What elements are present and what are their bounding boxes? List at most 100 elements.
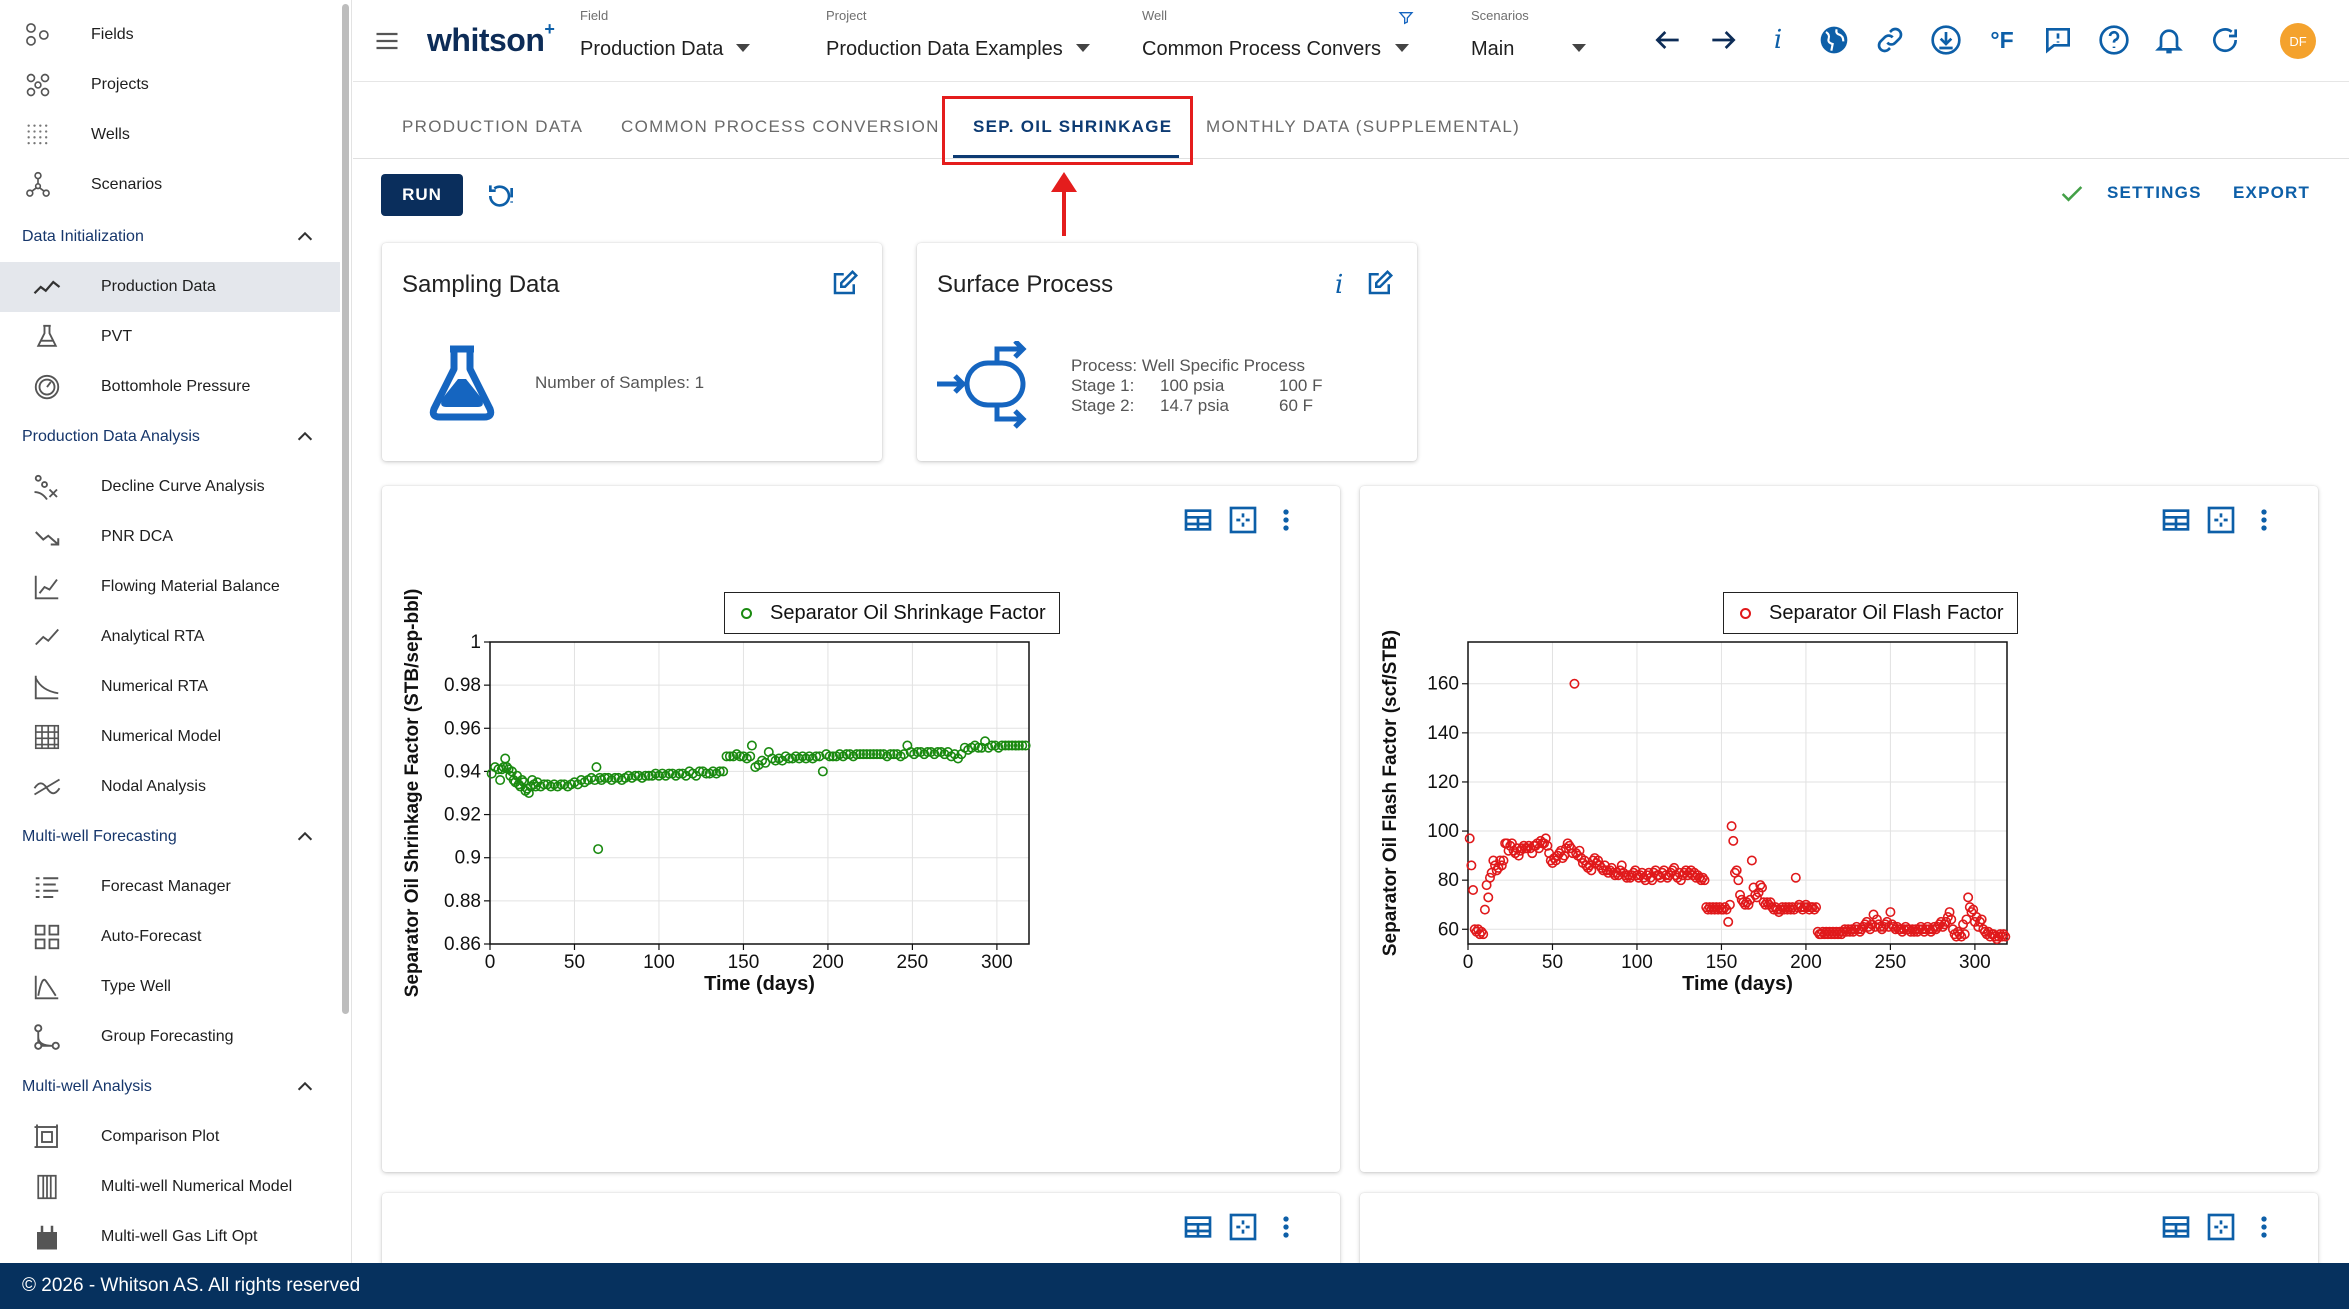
sidebar-item-forecast-manager[interactable]: Forecast Manager [0,862,340,912]
scenarios-icon [24,171,52,199]
lower-chart-card-left [382,1193,1340,1273]
data-point [898,749,909,760]
data-point [1946,914,1957,925]
menu-icon[interactable] [373,27,401,55]
tab-monthly-data-supplemental[interactable]: MONTHLY DATA (SUPPLEMENTAL) [1206,117,1521,136]
temperature-unit-icon[interactable]: °F [1990,26,2014,53]
sidebar-item-wells[interactable]: Wells [0,110,340,160]
sidebar-item-multiwell-numerical-model[interactable]: Multi-well Numerical Model [0,1162,340,1212]
data-point [784,753,795,764]
data-point [1557,853,1568,864]
sidebar-item-projects[interactable]: Projects [0,60,340,110]
more-vert-icon[interactable] [2248,1211,2280,1243]
more-vert-icon[interactable] [1270,504,1302,536]
sidebar-item-scenarios[interactable]: Scenarios [0,160,340,210]
sidebar-item-numerical-model[interactable]: Numerical Model [0,712,340,762]
data-point [1726,821,1737,832]
settings-button[interactable]: SETTINGS [2107,183,2202,202]
sidebar-item-type-well[interactable]: Type Well [0,962,340,1012]
fullscreen-icon[interactable] [1227,1211,1259,1243]
sidebar-item-group-forecasting[interactable]: Group Forecasting [0,1012,340,1062]
globe-icon[interactable] [1815,21,1853,59]
sidebar-item-fields[interactable]: Fields [0,10,340,60]
sidebar-item-multiwell-gas-lift-opt[interactable]: Multi-well Gas Lift Opt [0,1212,340,1262]
avatar[interactable]: DF [2280,23,2316,59]
chevron-up-icon [294,1076,316,1098]
rerun-warning-icon[interactable] [485,180,517,212]
table-icon[interactable] [2160,1211,2192,1243]
fullscreen-icon[interactable] [1227,504,1259,536]
data-point [1888,921,1899,932]
table-icon[interactable] [2160,504,2192,536]
sidebar-item-pvt[interactable]: PVT [0,312,340,362]
arrow-left-icon[interactable] [1649,21,1687,59]
sidebar-item-comparison-plot[interactable]: Comparison Plot [0,1112,340,1162]
data-point [1013,740,1024,751]
y-axis-label: Separator Oil Flash Factor (scf/STB) [1380,630,1401,956]
bell-icon[interactable] [2150,21,2188,59]
info-icon[interactable]: i [1335,270,1344,300]
tab-sep-oil-shrinkage[interactable]: SEP. OIL SHRINKAGE [973,117,1173,136]
card-title: Surface Process [937,271,1114,298]
data-point [1468,884,1479,895]
arrow-right-icon[interactable] [1704,21,1742,59]
sidebar-item-auto-forecast[interactable]: Auto-Forecast [0,912,340,962]
sidebar-item-numerical-rta[interactable]: Numerical RTA [0,662,340,712]
more-vert-icon[interactable] [2248,504,2280,536]
well-selector[interactable]: Well Common Process Conversi [1142,6,1414,76]
y-tick-label: 140 [1427,723,1459,744]
tab-common-process-conversion[interactable]: COMMON PROCESS CONVERSION [621,117,940,136]
export-button[interactable]: EXPORT [2233,183,2311,202]
table-icon[interactable] [1182,1211,1214,1243]
data-point [1963,892,1974,903]
x-tick-label: 250 [897,952,929,973]
sidebar-item-nodal-analysis[interactable]: Nodal Analysis [0,762,340,812]
data-point [643,770,654,781]
x-tick-label: 150 [728,952,760,973]
section-multi-well-analysis[interactable]: Multi-well Analysis [0,1062,340,1112]
section-multi-well-forecasting[interactable]: Multi-well Forecasting [0,812,340,862]
sidebar-item-production-data[interactable]: Production Data [0,262,340,312]
sidebar-item-label: Bottomhole Pressure [101,378,251,395]
data-point [986,740,997,751]
sidebar-item-label: Flowing Material Balance [101,578,280,595]
sidebar-item-pnr-dca[interactable]: PNR DCA [0,512,340,562]
data-point [1694,872,1705,883]
edit-icon[interactable] [1365,268,1395,298]
field-selector[interactable]: Field Production Data [580,6,750,76]
data-point [1807,902,1818,913]
sidebar-item-bottomhole-pressure[interactable]: Bottomhole Pressure [0,362,340,412]
sidebar-item-label: Auto-Forecast [101,928,202,945]
sidebar-item-decline-curve-analysis[interactable]: Decline Curve Analysis [0,462,340,512]
more-vert-icon[interactable] [1270,1211,1302,1243]
refresh-icon[interactable] [2206,21,2244,59]
data-point [1478,929,1489,940]
data-point [1660,870,1671,881]
data-point [1007,740,1018,751]
sidebar-item-flowing-material-balance[interactable]: Flowing Material Balance [0,562,340,612]
sidebar-scrollbar[interactable] [342,4,349,1014]
section-production-data-analysis[interactable]: Production Data Analysis [0,412,340,462]
table-icon[interactable] [1182,504,1214,536]
data-point [1476,926,1487,937]
scenario-selector[interactable]: Scenarios Main [1471,6,1591,76]
annotation-arrow-icon [1049,170,1079,236]
edit-icon[interactable] [830,268,860,298]
fullscreen-icon[interactable] [2205,504,2237,536]
section-data-initialization[interactable]: Data Initialization [0,212,340,262]
info-icon[interactable]: i [1773,25,1783,55]
tab-production-data[interactable]: PRODUCTION DATA [402,117,584,136]
data-point [861,749,872,760]
data-point [1728,835,1739,846]
project-selector[interactable]: Project Production Data Examples [826,6,1090,76]
fullscreen-icon[interactable] [2205,1211,2237,1243]
link-icon[interactable] [1871,21,1909,59]
sidebar-item-analytical-rta[interactable]: Analytical RTA [0,612,340,662]
feedback-icon[interactable] [2039,21,2077,59]
run-button[interactable]: RUN [381,174,463,216]
download-icon[interactable] [1927,21,1965,59]
data-point [1756,882,1767,893]
process-name: Process: Well Specific Process [1071,356,1305,375]
filter-icon[interactable] [1398,10,1414,26]
help-icon[interactable] [2095,21,2133,59]
